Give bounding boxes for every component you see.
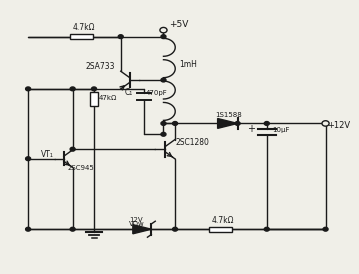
Circle shape (264, 227, 269, 231)
Text: 4.7kΩ: 4.7kΩ (73, 23, 95, 32)
Circle shape (161, 35, 166, 39)
Circle shape (92, 87, 97, 91)
Text: 10μF: 10μF (272, 127, 289, 133)
Circle shape (70, 227, 75, 231)
Text: VDᴡ: VDᴡ (129, 221, 144, 227)
Circle shape (160, 27, 167, 33)
Circle shape (70, 147, 75, 151)
Bar (70, 34, 93, 39)
Circle shape (322, 121, 329, 126)
Circle shape (264, 122, 269, 125)
Circle shape (323, 227, 328, 231)
Circle shape (161, 78, 166, 82)
Text: 1S1588: 1S1588 (215, 112, 242, 118)
Circle shape (173, 122, 178, 125)
Text: +12V: +12V (327, 121, 350, 130)
Circle shape (25, 227, 31, 231)
Text: VT₁: VT₁ (41, 150, 53, 159)
Text: 1mH: 1mH (179, 59, 197, 68)
Circle shape (70, 87, 75, 91)
Text: 12V: 12V (130, 217, 143, 222)
Bar (209, 227, 232, 232)
Circle shape (25, 157, 31, 161)
Polygon shape (218, 118, 238, 129)
Text: 2SC1280: 2SC1280 (176, 138, 210, 147)
Circle shape (161, 122, 166, 125)
Text: 2SC945: 2SC945 (67, 165, 94, 171)
Text: 470pF: 470pF (146, 90, 167, 96)
Circle shape (25, 87, 31, 91)
Circle shape (173, 227, 178, 231)
Bar (90, 92, 98, 107)
Circle shape (235, 122, 240, 125)
Text: +5V: +5V (169, 20, 188, 29)
Text: +: + (247, 124, 255, 134)
Text: 4.7kΩ: 4.7kΩ (211, 216, 234, 225)
Polygon shape (133, 225, 151, 234)
Circle shape (118, 35, 123, 39)
Text: 2SA733: 2SA733 (85, 62, 115, 71)
Circle shape (161, 132, 166, 136)
Text: 47kΩ: 47kΩ (98, 95, 117, 101)
Text: C₁: C₁ (124, 88, 132, 97)
